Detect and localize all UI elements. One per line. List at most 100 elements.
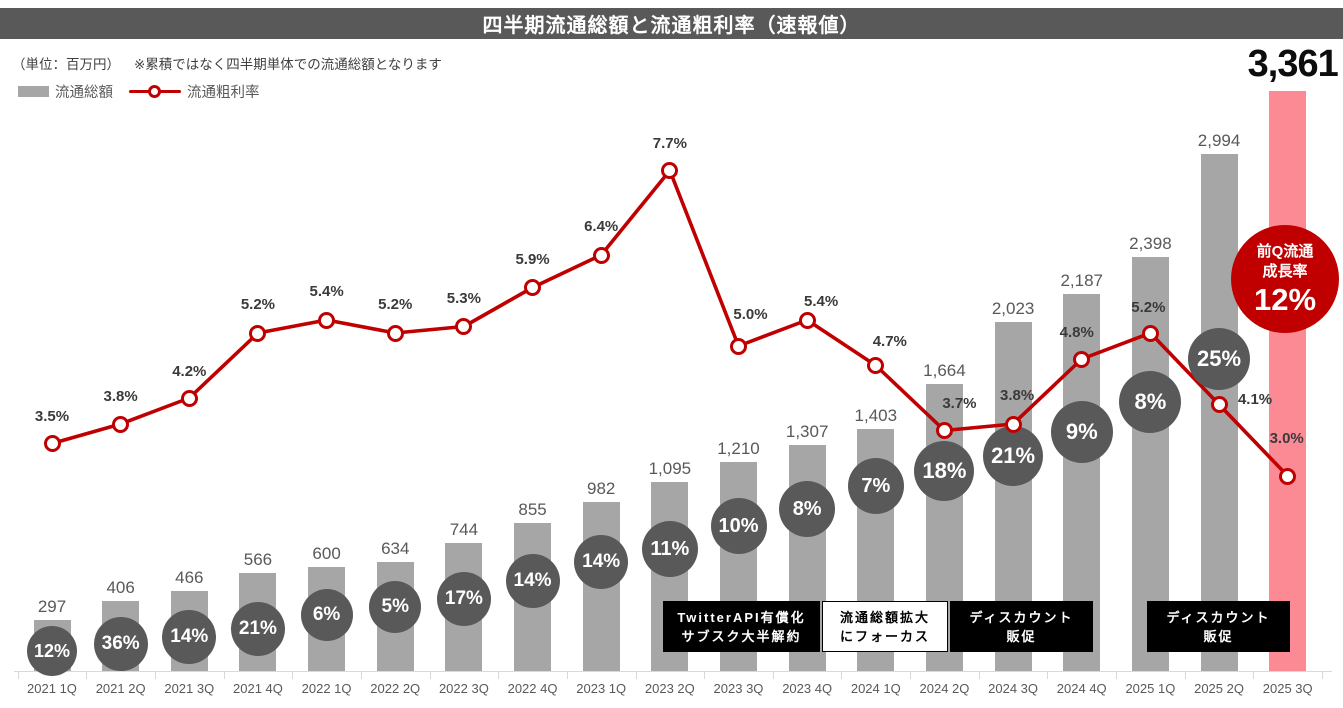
gross-margin-label: 7.7% (652, 134, 687, 152)
growth-circle: 12% (27, 626, 77, 676)
gross-margin-point (592, 246, 610, 264)
annotation-text: TwitterAPI有償化 (677, 609, 806, 625)
bar-legend-swatch (18, 85, 49, 97)
x-axis-tick (910, 671, 912, 679)
x-axis-tick (841, 671, 843, 679)
bar-value-label: 744 (449, 519, 479, 539)
gross-margin-point (386, 324, 404, 342)
badge-label: 前Q流通 (1256, 242, 1314, 260)
gross-margin-point (249, 324, 267, 342)
x-axis-tick (429, 671, 431, 679)
growth-circle: 6% (300, 589, 353, 641)
gross-margin-label: 4.8% (1059, 324, 1094, 341)
gross-margin-label: 3.8% (999, 387, 1035, 404)
x-axis-label: 2021 3Q (164, 681, 215, 696)
growth-circle: 17% (436, 572, 491, 626)
x-axis-label: 2023 1Q (576, 681, 627, 696)
annotation-text: にフォーカス (839, 628, 930, 644)
x-axis-line (14, 671, 1332, 672)
chart-title-banner: 四半期流通総額と流通粗利率（速報値） (0, 8, 1343, 39)
growth-badge: 前Q流通成長率 12% (1231, 225, 1339, 333)
x-axis-tick (1047, 671, 1049, 679)
growth-circle: 14% (162, 610, 217, 664)
x-axis-label: 2024 3Q (988, 681, 1039, 696)
gross-margin-label: 4.7% (872, 332, 907, 350)
gross-margin-point (730, 337, 747, 355)
caveat-note: ※累積ではなく四半期単体での流通総額となります (134, 57, 442, 72)
x-axis-tick (1253, 671, 1255, 679)
bar-value-label: 982 (587, 478, 616, 498)
gross-margin-label: 5.3% (446, 289, 481, 307)
gross-margin-label: 3.0% (1269, 430, 1304, 447)
x-axis-tick (17, 671, 19, 679)
annotation-box: 流通総額拡大 にフォーカス (822, 601, 948, 652)
x-axis-label: 2021 1Q (27, 681, 77, 696)
x-axis-tick (498, 671, 500, 679)
annotation-text: 販促 (1006, 628, 1037, 644)
gross-margin-point (524, 279, 542, 296)
x-axis-label: 2021 4Q (233, 681, 283, 696)
bar-value-label: 2,994 (1197, 131, 1241, 151)
bar-value-label: 406 (106, 577, 135, 597)
bar-value-label: 1,307 (785, 422, 829, 442)
bar-value-label: 2,023 (991, 298, 1035, 318)
x-axis-label: 2022 1Q (301, 681, 352, 696)
x-axis-tick (292, 671, 294, 679)
x-axis-label: 2022 2Q (370, 681, 421, 696)
gross-margin-label: 5.4% (309, 283, 344, 300)
x-axis-tick (978, 671, 980, 679)
annotation-text: ディスカウント (969, 609, 1074, 625)
gross-margin-point (43, 435, 61, 452)
gross-margin-label: 3.8% (103, 388, 138, 405)
chart-title: 四半期流通総額と流通粗利率（速報値） (482, 15, 861, 37)
gross-margin-point (867, 357, 885, 374)
x-axis-label: 2022 4Q (507, 681, 558, 696)
gross-margin-point (1073, 350, 1091, 368)
gross-margin-label: 4.1% (1237, 390, 1273, 408)
x-axis-label: 2025 1Q (1125, 681, 1176, 696)
gross-margin-label: 5.2% (240, 296, 276, 313)
x-axis-label: 2025 3Q (1262, 681, 1313, 696)
gross-margin-label: 5.9% (515, 250, 550, 268)
annotation-text: 流通総額拡大 (839, 609, 930, 625)
x-axis-tick (223, 671, 225, 679)
badge-label: 成長率 (1262, 262, 1308, 280)
gross-margin-point (1279, 467, 1297, 485)
bar-value-label: 1,664 (923, 360, 966, 380)
annotation-box: TwitterAPI有償化 サブスク大半解約 (663, 601, 820, 652)
line-legend-marker-icon (148, 84, 161, 98)
gross-margin-point (798, 311, 816, 329)
bar-value-label: 1,403 (854, 405, 898, 425)
bar-value-label: 2,187 (1060, 270, 1104, 290)
gross-margin-point (318, 311, 336, 329)
gross-margin-point (935, 422, 953, 439)
gross-margin-label: 6.4% (584, 218, 619, 235)
growth-circle: 21% (230, 602, 285, 656)
gross-margin-label: 5.0% (733, 306, 768, 323)
gross-margin-label: 4.2% (172, 363, 207, 380)
gross-margin-point (455, 318, 473, 335)
gross-margin-label: 5.4% (804, 293, 839, 310)
badge-value: 12% (1253, 281, 1317, 317)
x-axis-label: 2024 2Q (919, 681, 970, 696)
gross-margin-label: 5.2% (378, 296, 413, 313)
x-axis-label: 2021 2Q (95, 681, 146, 696)
x-axis-label: 2023 3Q (713, 681, 764, 696)
unit-note: （単位：百万円） (12, 57, 120, 72)
growth-circle: 9% (1050, 401, 1113, 463)
growth-circle: 14% (505, 554, 560, 608)
x-axis-label: 2023 2Q (644, 681, 695, 696)
x-axis-tick (1184, 671, 1186, 679)
gross-margin-point (180, 389, 198, 407)
highlighted-bar (1269, 91, 1307, 671)
growth-circle: 10% (710, 498, 767, 554)
x-axis-label: 2023 4Q (782, 681, 833, 696)
highlight-value-label: 3,361 (1247, 43, 1339, 85)
annotation-text: 販促 (1203, 628, 1234, 644)
growth-circle: 11% (641, 521, 698, 577)
gross-margin-point (1141, 324, 1159, 342)
bar-value-label: 1,095 (648, 459, 692, 479)
legend: 流通総額 流通粗利率 (18, 82, 260, 101)
